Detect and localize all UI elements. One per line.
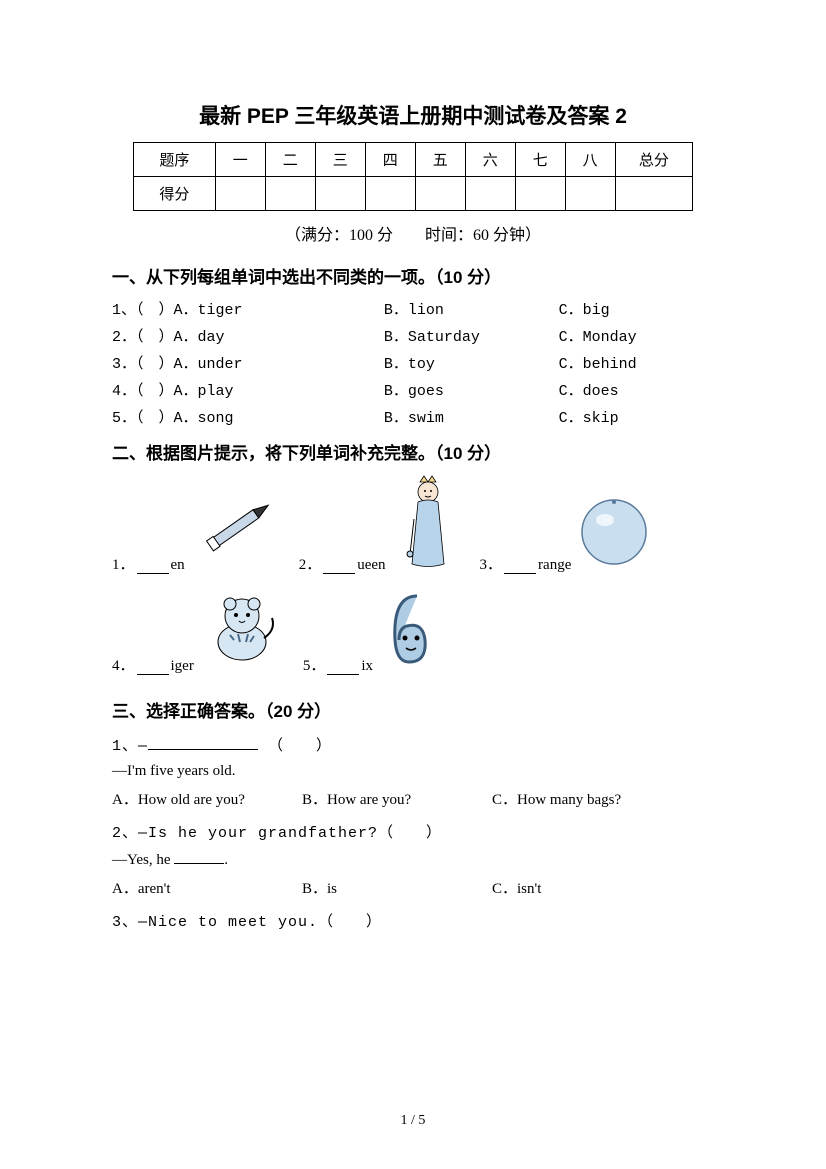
fill-num: 4． [112,654,135,675]
section2-row2: 4． iger 5． ix [112,590,714,685]
col-1: 一 [215,143,265,177]
q-num: 3．（ ）A．under [112,352,384,373]
six-icon [379,590,434,670]
q-opt-c: C．behind [559,352,714,373]
fill-icon [379,590,434,675]
q-num: 4．（ ）A．play [112,379,384,400]
q-opt-b: B．goes [384,379,559,400]
pen-icon [191,489,281,569]
q3-1-opt-b: B．How are you? [302,788,492,809]
fill-num: 5． [303,654,326,675]
score-cell [265,177,315,211]
section2-title: 二、根据图片提示，将下列单词补充完整。（10 分） [112,439,714,464]
q-opt-c: C．big [559,298,714,319]
section1-body: 1、（ ）A．tigerB．lionC．big 2．（ ）A．dayB．Satur… [112,298,714,427]
q3-2-reply-suffix: . [224,852,228,868]
fill-num: 3． [480,553,503,574]
score-cell [515,177,565,211]
fill-icon [191,489,281,574]
col-7: 七 [515,143,565,177]
q1-row: 5．（ ）A．songB．swimC．skip [112,406,714,427]
blank [137,558,169,574]
q3-2-prompt: 2、—Is he your grandfather?（ ） [112,821,714,842]
col-4: 四 [365,143,415,177]
q3-1-opt-c: C．How many bags? [492,788,682,809]
q-num: 2．（ ）A．day [112,325,384,346]
q-opt-b: B．lion [384,298,559,319]
fill-suffix: ueen [357,557,385,574]
blank [174,850,224,864]
fill-item: 4． iger [112,590,285,675]
row1-label: 题序 [134,143,216,177]
q3-1-reply: —I'm five years old. [112,763,714,780]
fill-suffix: ix [361,658,373,675]
col-3: 三 [315,143,365,177]
score-table: 题序 一 二 三 四 五 六 七 八 总分 得分 [133,142,693,211]
section3-title: 三、选择正确答案。（20 分） [112,697,714,722]
page-title: 最新 PEP 三年级英语上册期中测试卷及答案 2 [112,100,714,130]
q1-row: 3．（ ）A．underB．toyC．behind [112,352,714,373]
queen-icon [392,474,462,569]
q-opt-b: B．swim [384,406,559,427]
fill-num: 2． [299,553,322,574]
q3-2-reply-prefix: —Yes, he [112,852,174,868]
q3-1-suffix: （ ） [268,738,332,755]
q3-2-opt-c: C．isn't [492,877,682,898]
score-cell [565,177,615,211]
q3-2-opt-a: A．aren't [112,877,302,898]
orange-icon [577,494,652,569]
score-cell [215,177,265,211]
fill-icon [577,494,652,574]
q-opt-c: C．does [559,379,714,400]
col-5: 五 [415,143,465,177]
score-cell [315,177,365,211]
q3-1-opt-a: A．How old are you? [112,788,302,809]
fill-num: 1． [112,553,135,574]
fill-item: 5． ix [303,590,434,675]
q1-row: 4．（ ）A．playB．goesC．does [112,379,714,400]
fill-item: 2． ueen [299,474,462,574]
fill-item: 3． range [480,494,653,574]
q-num: 5．（ ）A．song [112,406,384,427]
exam-meta: （满分：100 分 时间：60 分钟） [112,221,714,245]
q3-3-prompt: 3、—Nice to meet you.（ ） [112,910,714,931]
section2-row1: 1． en 2． ueen 3． range [112,474,714,584]
score-cell [415,177,465,211]
fill-suffix: en [171,557,185,574]
score-cell [365,177,415,211]
score-cell [465,177,515,211]
col-total: 总分 [615,143,692,177]
blank [327,659,359,675]
col-8: 八 [565,143,615,177]
page-number: 1 / 5 [0,1113,826,1129]
q-opt-c: C．skip [559,406,714,427]
fill-icon [200,590,285,675]
q3-2-opt-b: B．is [302,877,492,898]
row2-label: 得分 [134,177,216,211]
q3-2: 2、—Is he your grandfather?（ ） —Yes, he .… [112,821,714,898]
col-6: 六 [465,143,515,177]
blank [504,558,536,574]
fill-suffix: range [538,557,571,574]
score-cell [615,177,692,211]
col-2: 二 [265,143,315,177]
fill-icon [392,474,462,574]
q3-3: 3、—Nice to meet you.（ ） [112,910,714,931]
fill-item: 1． en [112,489,281,574]
q3-1: 1、— （ ） —I'm five years old. A．How old a… [112,734,714,809]
tiger-icon [200,590,285,670]
blank [137,659,169,675]
q1-row: 1、（ ）A．tigerB．lionC．big [112,298,714,319]
q-num: 1、（ ）A．tiger [112,298,384,319]
q3-1-prefix: 1、— [112,738,148,755]
blank [323,558,355,574]
q-opt-b: B．Saturday [384,325,559,346]
q1-row: 2．（ ）A．dayB．SaturdayC．Monday [112,325,714,346]
q-opt-c: C．Monday [559,325,714,346]
blank [148,736,258,750]
fill-suffix: iger [171,658,194,675]
q-opt-b: B．toy [384,352,559,373]
section1-title: 一、从下列每组单词中选出不同类的一项。（10 分） [112,263,714,288]
